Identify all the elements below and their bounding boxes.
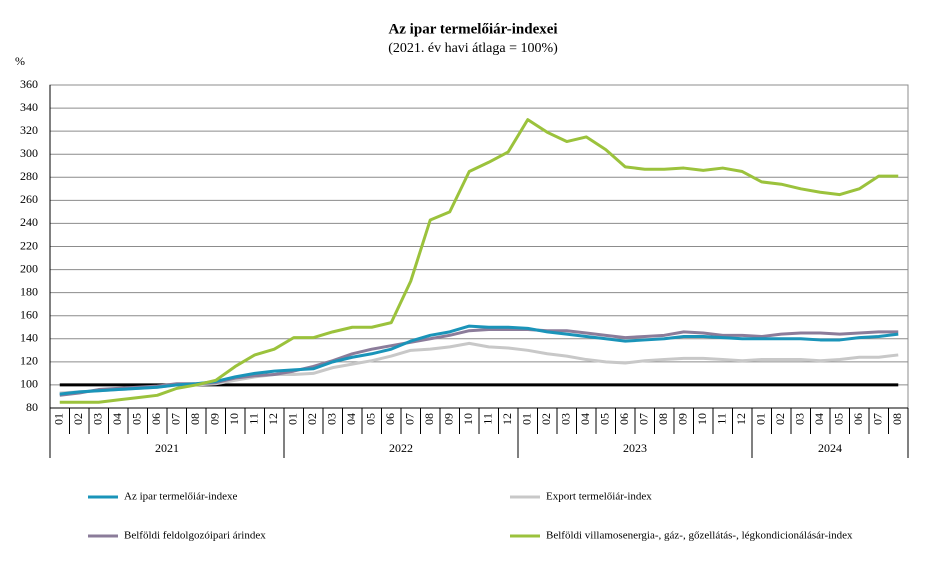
y-tick-label: 260: [20, 192, 38, 206]
y-tick-label: 100: [20, 377, 38, 391]
x-tick-label: 11: [247, 413, 261, 425]
x-tick-label: 12: [266, 413, 280, 425]
x-tick-label: 06: [617, 413, 631, 425]
chart-subtitle: (2021. év havi átlaga = 100%): [388, 41, 558, 56]
x-tick-label: 07: [871, 413, 885, 425]
y-tick-label: 160: [20, 307, 38, 321]
y-tick-label: 300: [20, 146, 38, 160]
x-tick-label: 11: [481, 413, 495, 425]
x-tick-label: 12: [500, 413, 514, 425]
x-tick-label: 04: [110, 413, 124, 425]
x-tick-label: 08: [656, 413, 670, 425]
x-tick-label: 02: [773, 413, 787, 425]
x-tick-label: 12: [734, 413, 748, 425]
x-tick-label: 01: [52, 413, 66, 425]
legend-label: Belföldi feldolgozóipari árindex: [124, 530, 266, 542]
x-tick-label: 01: [754, 413, 768, 425]
x-tick-label: 05: [130, 413, 144, 425]
legend-label: Az ipar termelőiár-indexe: [124, 491, 238, 503]
y-tick-label: 220: [20, 238, 38, 252]
year-label: 2023: [623, 441, 647, 455]
x-tick-label: 05: [832, 413, 846, 425]
x-tick-label: 03: [559, 413, 573, 425]
y-tick-label: 360: [20, 77, 38, 91]
y-tick-label: 80: [26, 400, 38, 414]
x-tick-label: 02: [71, 413, 85, 425]
x-tick-label: 09: [208, 413, 222, 425]
x-tick-label: 08: [422, 413, 436, 425]
x-tick-label: 06: [383, 413, 397, 425]
y-tick-label: 200: [20, 261, 38, 275]
x-tick-label: 10: [227, 413, 241, 425]
x-tick-label: 02: [539, 413, 553, 425]
x-tick-label: 10: [695, 413, 709, 425]
y-tick-label: 280: [20, 169, 38, 183]
x-tick-label: 05: [364, 413, 378, 425]
x-tick-label: 05: [598, 413, 612, 425]
x-tick-label: 04: [812, 413, 826, 425]
x-tick-label: 07: [403, 413, 417, 425]
x-tick-label: 08: [890, 413, 904, 425]
x-tick-label: 10: [461, 413, 475, 425]
y-tick-label: 180: [20, 284, 38, 298]
x-tick-label: 03: [91, 413, 105, 425]
y-tick-label: 240: [20, 215, 38, 229]
year-label: 2024: [818, 441, 842, 455]
x-tick-label: 01: [286, 413, 300, 425]
x-tick-label: 03: [325, 413, 339, 425]
legend-label: Belföldi villamosenergia-, gáz-, gőzellá…: [546, 530, 853, 542]
chart-title: Az ipar termelőiár-indexei: [388, 21, 557, 37]
series-line: [59, 118, 899, 404]
x-tick-label: 01: [520, 413, 534, 425]
x-tick-label: 06: [149, 413, 163, 425]
year-label: 2022: [389, 441, 413, 455]
x-tick-label: 03: [793, 413, 807, 425]
legend-label: Export termelőiár-index: [546, 491, 652, 503]
x-tick-label: 09: [676, 413, 690, 425]
x-tick-label: 04: [344, 413, 358, 425]
y-tick-label: 120: [20, 354, 38, 368]
year-label: 2021: [155, 441, 179, 455]
x-tick-label: 08: [188, 413, 202, 425]
x-tick-label: 09: [442, 413, 456, 425]
x-tick-label: 07: [169, 413, 183, 425]
x-tick-label: 04: [578, 413, 592, 425]
x-tick-label: 07: [637, 413, 651, 425]
x-tick-label: 06: [851, 413, 865, 425]
y-tick-label: 340: [20, 100, 38, 114]
x-tick-label: 02: [305, 413, 319, 425]
y-axis-label: %: [15, 54, 25, 68]
y-tick-label: 140: [20, 331, 38, 345]
x-tick-label: 11: [715, 413, 729, 425]
y-tick-label: 320: [20, 123, 38, 137]
